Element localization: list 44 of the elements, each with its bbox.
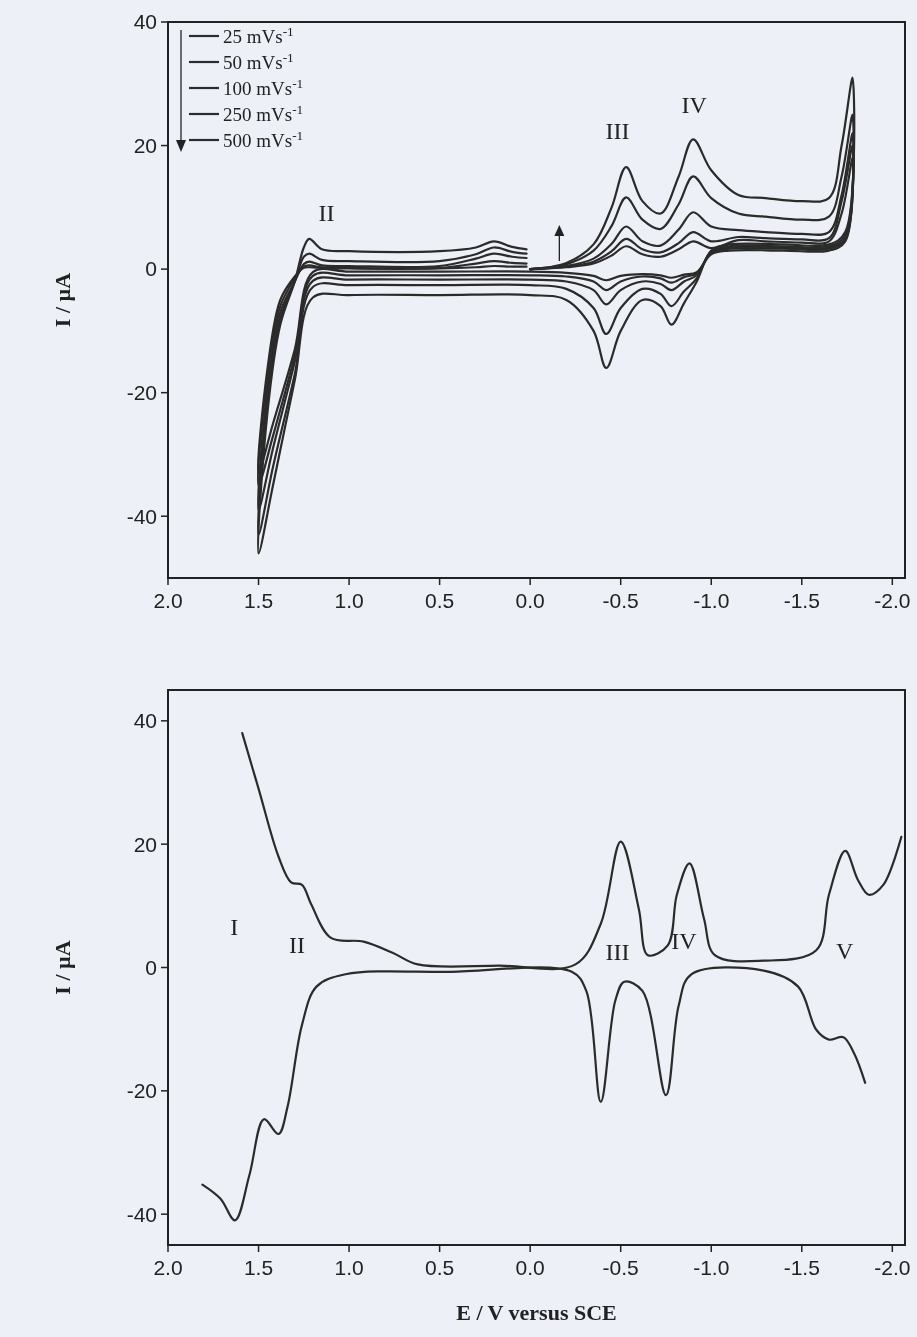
legend-label: 50 mVs$^{-1}$ <box>223 49 294 73</box>
x-tick-label: 2.0 <box>153 589 183 612</box>
x-tick-label: 0.0 <box>515 1256 545 1279</box>
y-tick-label: 20 <box>133 133 157 157</box>
x-tick-label: -2.0 <box>874 1256 911 1279</box>
y-tick-label: 20 <box>133 832 157 856</box>
annotation: I <box>230 913 239 940</box>
legend-label: 25 mVs$^{-1}$ <box>223 23 294 47</box>
annotation: III <box>605 117 630 144</box>
legend-label: 100 mVs$^{-1}$ <box>223 75 304 99</box>
y-tick-label: 40 <box>133 709 157 733</box>
x-tick-label: -1.0 <box>693 1256 730 1279</box>
x-tick-label: -1.0 <box>693 589 730 612</box>
x-tick-label: -0.5 <box>602 1256 639 1279</box>
x-tick-label: 0.0 <box>515 589 545 612</box>
y-tick-label: -40 <box>126 1202 157 1226</box>
x-tick-label: 1.5 <box>243 589 274 612</box>
y-tick-label: 0 <box>145 955 157 979</box>
x-tick-label: 0.5 <box>425 1256 455 1279</box>
annotation: V <box>835 937 854 964</box>
y-axis-title: I / µA <box>50 940 75 995</box>
annotation: III <box>605 939 630 966</box>
x-axis-title: E / V versus SCE <box>456 1300 617 1325</box>
annotation: II <box>318 200 335 227</box>
legend-label: 500 mVs$^{-1}$ <box>223 127 304 151</box>
y-axis-title: I / µA <box>50 272 75 328</box>
x-tick-label: 1.5 <box>243 1256 274 1279</box>
y-tick-label: -40 <box>126 504 157 528</box>
y-tick-label: 40 <box>133 10 157 34</box>
legend-label: 250 mVs$^{-1}$ <box>223 101 304 125</box>
y-tick-label: -20 <box>126 381 157 405</box>
annotation: II <box>288 932 305 959</box>
x-tick-label: 1.0 <box>334 589 364 612</box>
x-tick-label: -1.5 <box>783 1256 820 1279</box>
x-tick-label: 1.0 <box>334 1256 364 1279</box>
x-tick-label: -2.0 <box>874 589 911 612</box>
x-tick-label: -1.5 <box>783 589 820 612</box>
x-tick-label: -0.5 <box>602 589 639 612</box>
x-tick-label: 2.0 <box>153 1256 183 1279</box>
annotation: IV <box>681 91 708 118</box>
annotation: IV <box>671 927 698 954</box>
y-tick-label: 0 <box>145 257 157 281</box>
y-tick-label: -20 <box>126 1079 157 1103</box>
x-tick-label: 0.5 <box>425 589 455 612</box>
